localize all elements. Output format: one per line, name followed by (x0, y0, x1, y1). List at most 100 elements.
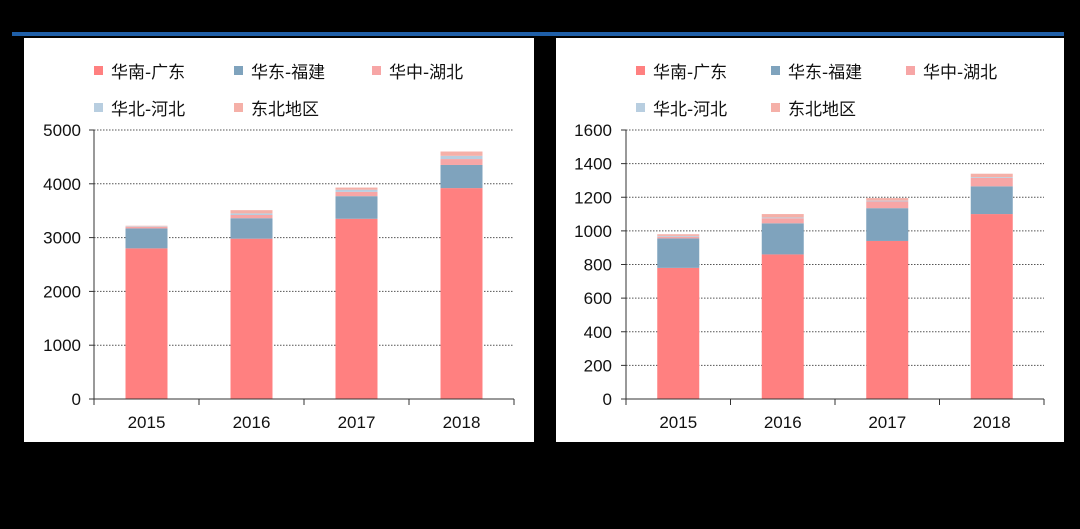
chart-panel-left: 华南-广东 华东-福建 华中-湖北 华北-河北 东北地区 0 1000 2000 30… (24, 38, 534, 442)
y-tick-label: 1600 (574, 121, 612, 140)
x-tick-label: 2015 (128, 413, 166, 432)
y-tick-label: 200 (584, 356, 612, 375)
y-tick-label: 4000 (43, 175, 81, 194)
bar-fujian-2016 (761, 223, 804, 255)
legend-item-dongbei: 东北地区 (771, 95, 856, 120)
y-tick-label: 600 (584, 289, 612, 308)
y-tick-label: 800 (584, 256, 612, 275)
bar-dongbei-2017 (866, 198, 909, 201)
bar-guangdong-2018 (970, 214, 1013, 399)
legend-swatch-fujian (771, 66, 780, 75)
legend-item-fujian: 华东-福建 (771, 58, 862, 83)
x-tick-label: 2017 (338, 413, 376, 432)
bar-hubei-2015 (125, 226, 168, 229)
bar-guangdong-2017 (866, 240, 909, 399)
bar-guangdong-2016 (761, 254, 804, 399)
bar-hebei-2017 (866, 200, 909, 202)
bar-fujian-2015 (657, 238, 700, 268)
bar-fujian-2018 (970, 186, 1013, 215)
y-tick-label: 3000 (43, 229, 81, 248)
x-tick-label: 2017 (868, 413, 906, 432)
y-tick-label: 1200 (574, 188, 612, 207)
bar-dongbei-2015 (657, 234, 700, 236)
legend-label: 华东-福建 (788, 63, 863, 83)
legend-swatch-hubei (372, 66, 381, 75)
y-tick-label: 1000 (574, 222, 612, 241)
y-tick-label: 400 (584, 323, 612, 342)
bar-dongbei-2018 (440, 151, 483, 156)
bar-fujian-2017 (335, 196, 378, 219)
legend-swatch-dongbei (234, 103, 243, 112)
bar-hubei-2018 (440, 159, 483, 165)
legend-label: 东北地区 (788, 100, 856, 120)
bar-dongbei-2016 (230, 210, 273, 214)
bar-hubei-2017 (866, 201, 909, 209)
bar-hebei-2017 (335, 189, 378, 192)
x-tick-label: 2018 (443, 413, 481, 432)
bar-guangdong-2015 (657, 267, 700, 399)
x-tick-label: 2015 (659, 413, 697, 432)
legend-left: 华南-广东 华东-福建 华中-湖北 华北-河北 东北地区 (94, 52, 514, 120)
legend-label: 华中-湖北 (389, 63, 464, 83)
legend-label: 华中-湖北 (923, 63, 998, 83)
bar-dongbei-2017 (335, 187, 378, 190)
bar-fujian-2016 (230, 218, 273, 239)
bar-hebei-2015 (125, 226, 168, 227)
legend-item-dongbei: 东北地区 (234, 95, 319, 120)
bar-hebei-2016 (230, 213, 273, 216)
bar-dongbei-2018 (970, 173, 1013, 178)
legend-label: 华南-广东 (111, 63, 186, 83)
legend-item-guangdong: 华南-广东 (636, 58, 727, 83)
legend-right: 华南-广东 华东-福建 华中-湖北 华北-河北 东北地区 (626, 52, 1046, 120)
bar-fujian-2017 (866, 208, 909, 241)
legend-swatch-dongbei (771, 103, 780, 112)
legend-item-hebei: 华北-河北 (94, 95, 185, 120)
legend-label: 华南-广东 (653, 63, 728, 83)
bar-hebei-2018 (970, 177, 1013, 178)
bar-hubei-2015 (657, 236, 700, 239)
x-tick-label: 2016 (764, 413, 802, 432)
bar-dongbei-2016 (761, 214, 804, 218)
bar-guangdong-2016 (230, 238, 273, 399)
x-tick-label: 2018 (973, 413, 1011, 432)
bar-hebei-2016 (761, 217, 804, 219)
legend-label: 华北-河北 (653, 100, 728, 120)
legend-item-guangdong: 华南-广东 (94, 58, 185, 83)
legend-swatch-hubei (906, 66, 915, 75)
bar-fujian-2015 (125, 228, 168, 249)
bar-chart-left: 0 1000 2000 3000 4000 5000 2015 2016 2017 2018 (43, 121, 515, 432)
bar-guangdong-2018 (440, 188, 483, 399)
legend-swatch-guangdong (636, 66, 645, 75)
legend-item-hebei: 华北-河北 (636, 95, 727, 120)
legend-label: 华北-河北 (111, 100, 186, 120)
y-tick-label: 5000 (43, 121, 81, 140)
x-tick-label: 2016 (233, 413, 271, 432)
legend-swatch-guangdong (94, 66, 103, 75)
legend-label: 华东-福建 (251, 63, 326, 83)
y-tick-label: 0 (72, 390, 81, 409)
legend-swatch-hebei (636, 103, 645, 112)
y-tick-label: 0 (603, 390, 612, 409)
legend-item-hubei: 华中-湖北 (906, 58, 997, 83)
bar-chart-right: 0 200 400 600 800 1000 1200 1400 1600 2015 2016 201… (574, 121, 1045, 432)
bar-guangdong-2017 (335, 218, 378, 399)
legend-swatch-fujian (234, 66, 243, 75)
y-tick-label: 2000 (43, 282, 81, 301)
bar-hubei-2018 (970, 177, 1013, 187)
top-rule (12, 32, 1064, 36)
legend-item-fujian: 华东-福建 (234, 58, 325, 83)
bar-fujian-2018 (440, 164, 483, 189)
bar-hubei-2016 (230, 215, 273, 219)
bar-dongbei-2015 (125, 225, 168, 227)
y-tick-label: 1400 (574, 155, 612, 174)
legend-swatch-hebei (94, 103, 103, 112)
legend-item-hubei: 华中-湖北 (372, 58, 463, 83)
bar-hubei-2016 (761, 218, 804, 224)
y-tick-label: 1000 (43, 336, 81, 355)
legend-label: 东北地区 (251, 100, 319, 120)
bar-guangdong-2015 (125, 248, 168, 399)
chart-panel-right: 华南-广东 华东-福建 华中-湖北 华北-河北 东北地区 0 200 400 600 8… (556, 38, 1064, 442)
bar-hebei-2015 (657, 235, 700, 237)
bar-hubei-2017 (335, 191, 378, 197)
bar-hebei-2018 (440, 155, 483, 160)
